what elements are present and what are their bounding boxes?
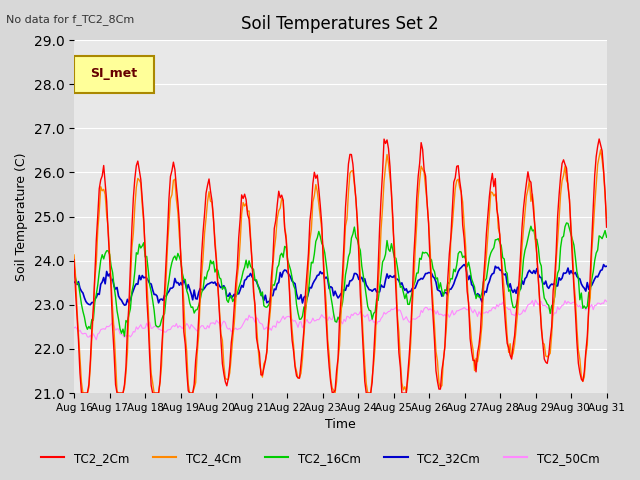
X-axis label: Time: Time [325, 419, 356, 432]
Legend: TC2_2Cm, TC2_4Cm, TC2_16Cm, TC2_32Cm, TC2_50Cm: TC2_2Cm, TC2_4Cm, TC2_16Cm, TC2_32Cm, TC… [36, 447, 604, 469]
Text: No data for f_TC2_8Cm: No data for f_TC2_8Cm [6, 14, 134, 25]
Title: Soil Temperatures Set 2: Soil Temperatures Set 2 [241, 15, 439, 33]
FancyBboxPatch shape [74, 56, 154, 93]
Y-axis label: Soil Temperature (C): Soil Temperature (C) [15, 152, 28, 281]
Text: SI_met: SI_met [90, 67, 138, 80]
